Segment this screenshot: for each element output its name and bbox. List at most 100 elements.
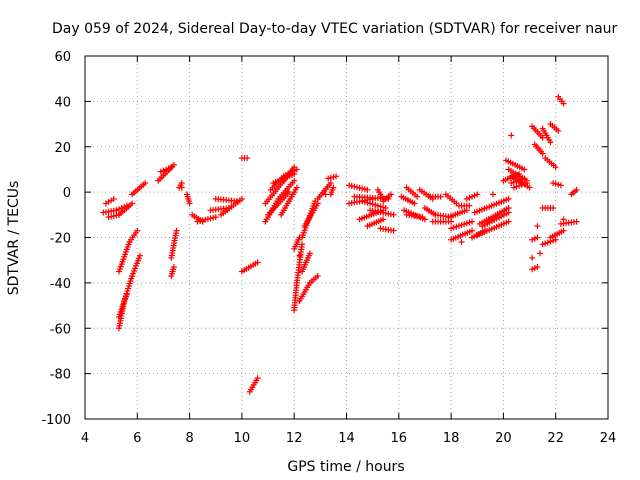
data-point: [380, 216, 387, 223]
data-point: [552, 164, 559, 171]
data-point: [469, 227, 476, 234]
data-point: [474, 191, 481, 198]
data-point: [573, 186, 580, 193]
data-point: [293, 184, 300, 191]
y-tick-label: 20: [54, 141, 71, 156]
data-point: [510, 184, 517, 191]
data-point: [555, 127, 562, 134]
data-point: [361, 186, 368, 193]
data-point: [254, 259, 261, 266]
x-tick-label: 22: [547, 431, 564, 446]
data-point: [544, 239, 551, 246]
data-point: [136, 252, 143, 259]
y-tick-label: -20: [50, 232, 71, 247]
data-point: [115, 206, 122, 213]
data-point: [348, 182, 355, 189]
data-point: [419, 214, 426, 221]
data-point: [542, 240, 549, 247]
data-point: [513, 183, 520, 190]
data-point: [330, 174, 337, 180]
data-point: [550, 205, 557, 212]
data-point: [466, 219, 473, 226]
data-point: [450, 224, 457, 231]
data-points: [100, 93, 580, 395]
data-point: [466, 202, 473, 209]
data-point: [382, 205, 389, 212]
x-axis-ticks: 4 6 8 10 12 14 16 18 20 22 24: [81, 56, 616, 446]
data-point: [380, 204, 387, 211]
x-tick-label: 4: [81, 431, 89, 446]
data-point: [521, 175, 528, 182]
data-point: [244, 155, 251, 162]
chart-title: Day 059 of 2024, Sidereal Day-to-day VTE…: [52, 21, 618, 37]
data-point: [523, 180, 530, 187]
data-point: [163, 166, 170, 173]
data-point: [199, 217, 206, 224]
y-axis-label: SDTVAR / TECUs: [6, 181, 22, 296]
data-point: [552, 180, 559, 187]
data-point: [453, 223, 460, 230]
data-point: [390, 227, 397, 234]
data-point: [458, 222, 465, 229]
data-point: [550, 180, 557, 187]
data-point: [529, 254, 536, 261]
data-point: [369, 201, 376, 208]
data-point: [539, 134, 546, 141]
data-point: [333, 173, 340, 180]
x-tick-label: 24: [600, 431, 617, 446]
data-point: [448, 225, 455, 232]
data-point: [110, 195, 117, 202]
data-point: [210, 214, 217, 221]
data-point: [351, 183, 358, 190]
data-point: [534, 263, 541, 270]
x-tick-label: 18: [443, 431, 460, 446]
data-point: [508, 132, 515, 139]
x-tick-label: 6: [133, 431, 141, 446]
data-point: [296, 252, 303, 259]
data-point: [134, 227, 141, 234]
data-point: [359, 185, 366, 192]
data-point: [537, 250, 544, 257]
data-point: [510, 179, 517, 186]
data-point: [293, 166, 300, 173]
data-point: [207, 215, 214, 222]
data-point: [233, 198, 240, 205]
data-point: [285, 189, 292, 196]
data-point: [194, 218, 201, 225]
data-point: [364, 186, 371, 193]
data-point: [254, 375, 261, 382]
data-point: [531, 235, 538, 242]
y-tick-label: -40: [50, 277, 71, 292]
x-tick-label: 16: [391, 431, 408, 446]
x-axis-label: GPS time / hours: [287, 459, 404, 475]
data-point: [178, 184, 185, 191]
data-point: [356, 184, 363, 191]
data-point: [560, 100, 567, 107]
data-point: [325, 175, 332, 182]
data-point: [160, 167, 167, 174]
y-tick-label: 60: [54, 50, 71, 65]
data-point: [539, 241, 546, 248]
data-point: [306, 250, 313, 257]
data-point: [129, 200, 136, 207]
data-point: [314, 273, 321, 280]
data-point: [437, 193, 444, 200]
data-point: [367, 200, 374, 207]
data-point: [518, 176, 525, 183]
data-point: [238, 195, 245, 202]
data-point: [552, 236, 559, 243]
y-tick-label: -100: [41, 413, 71, 428]
data-point: [414, 193, 421, 200]
data-point: [202, 216, 209, 223]
data-point: [505, 209, 512, 216]
data-point: [291, 170, 298, 177]
data-point: [573, 218, 580, 225]
data-point: [173, 227, 180, 234]
data-point: [516, 182, 523, 189]
data-point: [534, 234, 541, 241]
y-tick-label: 0: [63, 186, 71, 201]
data-point: [557, 182, 564, 189]
x-tick-label: 20: [495, 431, 512, 446]
data-point: [505, 218, 512, 225]
